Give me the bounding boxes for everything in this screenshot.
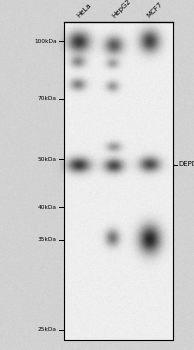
Text: DEPDC6: DEPDC6 [178, 161, 194, 168]
Text: 50kDa: 50kDa [38, 157, 57, 162]
Text: 25kDa: 25kDa [38, 327, 57, 332]
Text: MCF7: MCF7 [146, 1, 164, 19]
Text: 100kDa: 100kDa [34, 39, 57, 44]
Text: 70kDa: 70kDa [38, 96, 57, 101]
Bar [64, 22, 173, 340]
Text: HepG2: HepG2 [111, 0, 132, 19]
Text: 35kDa: 35kDa [38, 237, 57, 242]
Text: HeLa: HeLa [76, 2, 93, 19]
Text: 40kDa: 40kDa [38, 205, 57, 210]
